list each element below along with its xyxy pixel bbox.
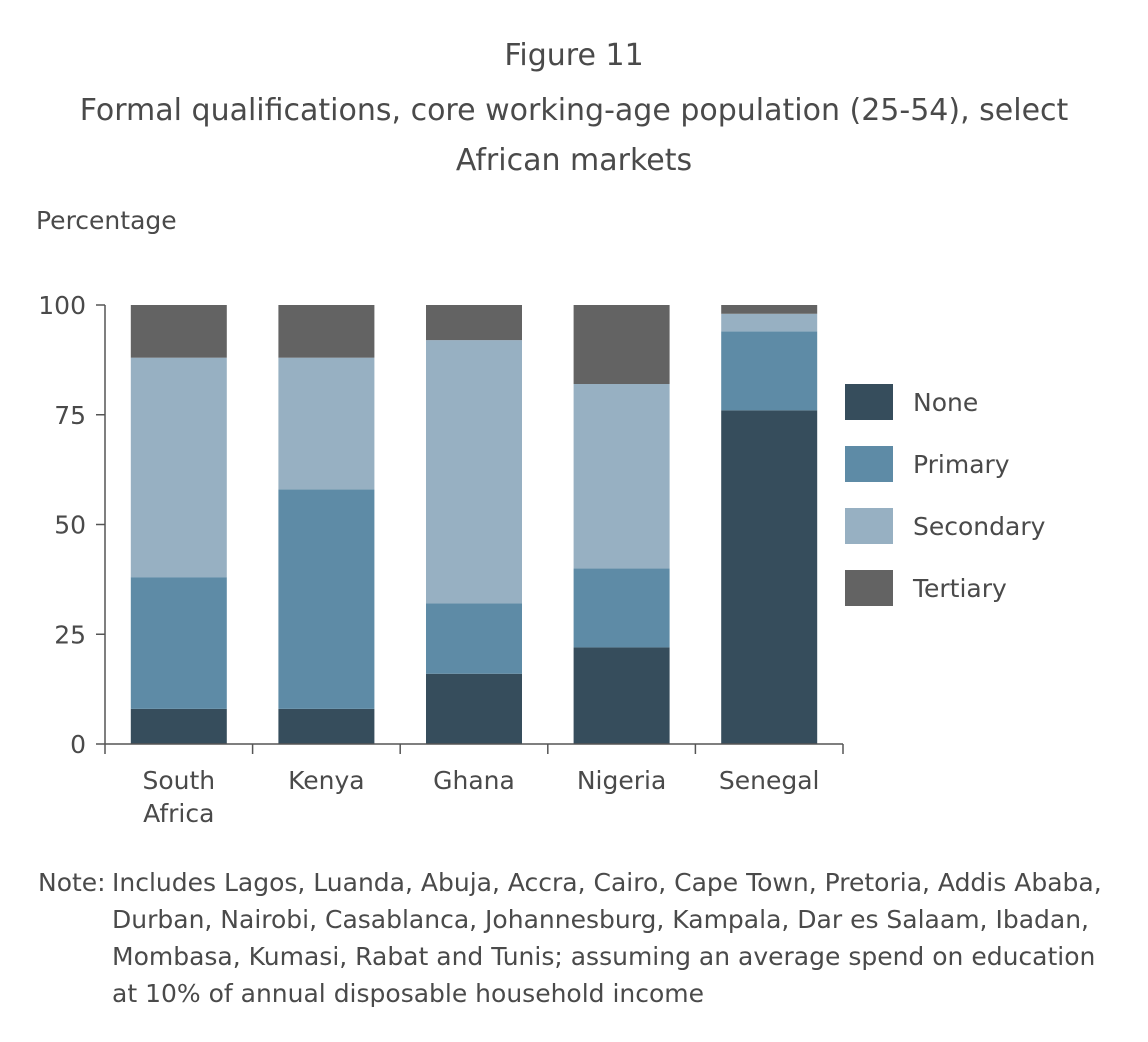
legend-label-none: None <box>913 388 978 417</box>
y-tick-label: 100 <box>38 291 86 320</box>
bar-segment-none <box>130 708 227 744</box>
bar-segment-tertiary <box>130 305 227 358</box>
legend-swatch-primary <box>845 446 893 482</box>
legend-swatch-none <box>845 384 893 420</box>
bar-segment-primary <box>130 577 227 709</box>
x-tick-label: Nigeria <box>577 766 666 795</box>
figure-label: Figure 11 <box>504 38 644 73</box>
chart-title: Formal qualifications, core working-age … <box>30 86 1118 186</box>
bar-segment-primary <box>278 489 375 709</box>
legend-label-primary: Primary <box>913 450 1010 479</box>
x-tick-label: Africa <box>143 799 214 828</box>
bar-segment-tertiary <box>573 305 670 385</box>
bar-segment-primary <box>721 331 818 411</box>
bar-segment-primary <box>426 603 522 674</box>
bar-segment-none <box>426 673 522 744</box>
bar-segment-tertiary <box>278 305 375 358</box>
bar-segment-secondary <box>426 340 522 604</box>
stacked-bar-chart: South Africa Kenya Ghana Nigeria Senegal 0 25 50… <box>38 291 1046 828</box>
y-tick-label: 50 <box>54 511 86 540</box>
chart-title-line-2: African markets <box>455 143 693 178</box>
bar-segment-tertiary <box>426 305 522 341</box>
legend-label-tertiary: Tertiary <box>912 574 1007 603</box>
legend-swatch-secondary <box>845 508 893 544</box>
y-tick-label: 25 <box>54 620 86 649</box>
legend-swatch-tertiary <box>845 570 893 606</box>
note-label: Note: <box>38 868 106 897</box>
x-tick-label: South <box>142 766 215 795</box>
note-text: Includes Lagos, Luanda, Abuja, Accra, Ca… <box>112 868 1102 1008</box>
bar-segment-secondary <box>278 357 375 490</box>
y-tick-label: 0 <box>70 730 86 759</box>
bar-segment-secondary <box>721 313 818 332</box>
legend-label-secondary: Secondary <box>913 512 1046 541</box>
x-tick-label: Kenya <box>288 766 365 795</box>
x-tick-label: Senegal <box>719 766 820 795</box>
bar-segment-primary <box>573 568 670 648</box>
y-tick-label: 75 <box>54 401 86 430</box>
y-axis-label: Percentage <box>36 206 177 235</box>
bar-segment-none <box>573 647 670 744</box>
chart-title-line-1: Formal qualifications, core working-age … <box>79 93 1069 128</box>
x-tick-label: Ghana <box>433 766 515 795</box>
bar-segment-secondary <box>573 384 670 569</box>
bar-segment-tertiary <box>721 305 818 314</box>
bar-segment-secondary <box>130 357 227 578</box>
bar-segment-none <box>278 708 375 744</box>
bar-segment-none <box>721 410 818 744</box>
